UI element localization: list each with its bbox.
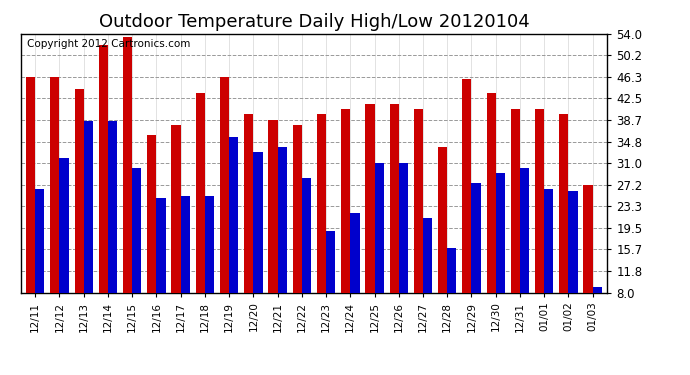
Bar (59, 158, 69, 292)
Bar (462, 79, 471, 292)
Bar (229, 137, 238, 292)
Bar (559, 114, 569, 292)
Bar (365, 104, 375, 292)
Bar (341, 109, 351, 292)
Text: Copyright 2012 Cartronics.com: Copyright 2012 Cartronics.com (26, 39, 190, 49)
Bar (132, 168, 141, 292)
Bar (35, 189, 44, 292)
Bar (196, 93, 205, 292)
Bar (447, 248, 457, 292)
Bar (171, 125, 181, 292)
Bar (147, 135, 157, 292)
Bar (205, 196, 214, 292)
Bar (253, 152, 263, 292)
Bar (302, 178, 311, 292)
Bar (123, 37, 132, 292)
Bar (108, 121, 117, 292)
Bar (486, 93, 495, 292)
Bar (438, 147, 447, 292)
Bar (351, 213, 359, 292)
Title: Outdoor Temperature Daily High/Low 20120104: Outdoor Temperature Daily High/Low 20120… (99, 13, 529, 31)
Bar (83, 121, 93, 292)
Bar (471, 183, 481, 292)
Bar (375, 163, 384, 292)
Bar (293, 125, 302, 292)
Bar (535, 109, 544, 292)
Bar (399, 163, 408, 292)
Bar (220, 77, 229, 292)
Bar (495, 172, 505, 292)
Bar (423, 218, 432, 292)
Bar (26, 77, 35, 292)
Bar (414, 109, 423, 292)
Bar (544, 189, 553, 292)
Bar (268, 120, 277, 292)
Bar (520, 168, 529, 292)
Bar (326, 231, 335, 292)
Bar (511, 109, 520, 292)
Bar (244, 114, 253, 292)
Bar (181, 196, 190, 292)
Bar (317, 114, 326, 292)
Bar (593, 287, 602, 292)
Bar (75, 90, 83, 292)
Bar (50, 77, 59, 292)
Bar (569, 191, 578, 292)
Bar (390, 104, 399, 292)
Bar (584, 184, 593, 292)
Bar (157, 198, 166, 292)
Bar (277, 147, 287, 292)
Bar (99, 45, 108, 292)
